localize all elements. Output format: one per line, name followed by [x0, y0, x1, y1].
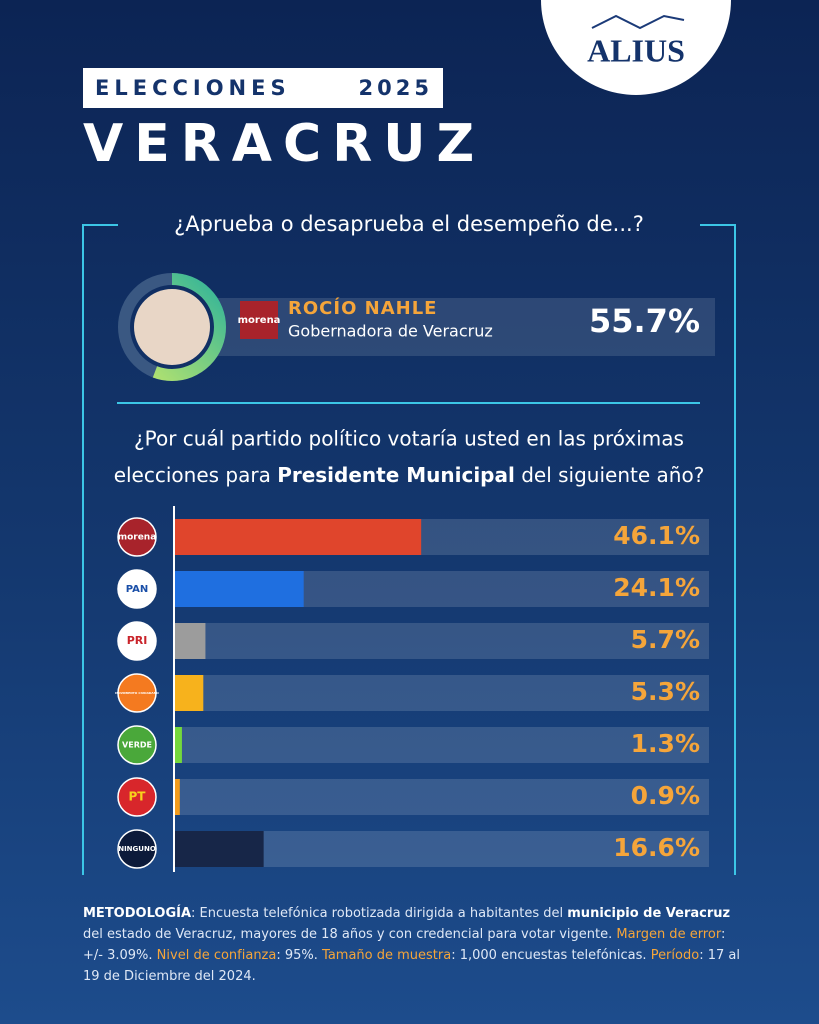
- methodology-text: Período: [650, 948, 700, 963]
- category-label: PAN: [126, 584, 149, 595]
- value-label: 46.1%: [613, 521, 700, 550]
- category-label: morena: [118, 533, 157, 543]
- methodology-text: : 95%.: [276, 948, 323, 963]
- methodology-text: : +/- 3.09%.: [83, 927, 726, 963]
- bar: [175, 727, 182, 763]
- approval-value: 55.7%: [589, 302, 700, 340]
- party-logo: [117, 569, 157, 609]
- methodology-text: : Encuesta telefónica robotizada dirigid…: [191, 906, 568, 921]
- methodology-text: municipio de Veracruz: [567, 906, 731, 921]
- chart-title: ¿Por cuál partido político votaría usted…: [134, 427, 684, 451]
- chart-title-part: elecciones para: [114, 463, 278, 487]
- category-label: PT: [129, 790, 147, 804]
- candidate-name: ROCÍO NAHLE: [288, 297, 437, 319]
- brand: ALIUS: [587, 32, 685, 68]
- party-logo: [117, 621, 157, 661]
- party-logo: [117, 725, 157, 765]
- category-label: PRI: [127, 634, 148, 647]
- methodology-text: del estado de Veracruz, mayores de 18 añ…: [83, 927, 617, 942]
- brand-badge: [541, 0, 731, 95]
- bar-track: [175, 779, 709, 815]
- party-logo: [117, 777, 157, 817]
- methodology-text: METODOLOGÍA: [83, 906, 192, 921]
- bar-track: [175, 831, 709, 867]
- candidate-role: Gobernadora de Veracruz: [288, 322, 493, 341]
- party-logo: [240, 301, 278, 339]
- photo: [134, 289, 210, 365]
- party-logo: [117, 829, 157, 869]
- kicker: ELECCIONES: [95, 76, 291, 100]
- value-label: 1.3%: [631, 729, 700, 758]
- value-label: 5.3%: [631, 677, 700, 706]
- methodology-text: Margen de error: [616, 927, 721, 942]
- methodology-text: : 17 al 19 de Diciembre del 2024.: [83, 948, 740, 984]
- methodology: METODOLOGÍA: Encuesta telefónica robotiz…: [83, 903, 743, 987]
- bar-track: [175, 727, 709, 763]
- brand-icon: [591, 14, 685, 30]
- chart-title: elecciones para Presidente Municipal del…: [114, 463, 705, 487]
- approval-question: ¿Aprueba o desaprueba el desempeño de...…: [174, 212, 644, 236]
- bar: [175, 571, 304, 607]
- party-logo: [117, 517, 157, 557]
- party-logo-text: morena: [238, 315, 281, 326]
- value-label: 16.6%: [613, 833, 700, 862]
- methodology-text: : 1,000 encuestas telefónicas.: [451, 948, 651, 963]
- title: VERACRUZ: [83, 114, 485, 174]
- bar: [175, 519, 422, 555]
- bar: [175, 779, 180, 815]
- header-box: [83, 68, 443, 108]
- approval-band: [215, 298, 715, 356]
- bar-track: [175, 623, 709, 659]
- value-label: 5.7%: [631, 625, 700, 654]
- bar-track: [175, 675, 709, 711]
- year: 2025: [359, 76, 433, 100]
- approval-ring: [118, 273, 226, 381]
- value-label: 0.9%: [631, 781, 700, 810]
- frame: [82, 224, 736, 875]
- category-label: VERDE: [122, 741, 152, 750]
- methodology-text: Tamaño de muestra: [322, 948, 452, 963]
- party-logo: [117, 673, 157, 713]
- category-label: NINGUNO: [118, 845, 156, 853]
- chart-title-part: Presidente Municipal: [277, 463, 515, 487]
- bar: [175, 623, 206, 659]
- category-label: MOVIMIENTO CIUDADANO: [115, 691, 159, 695]
- chart-title-part: del siguiente año?: [515, 463, 704, 487]
- methodology-text: Nivel de confianza: [156, 948, 277, 963]
- bar: [175, 675, 204, 711]
- value-label: 24.1%: [613, 573, 700, 602]
- bar: [175, 831, 264, 867]
